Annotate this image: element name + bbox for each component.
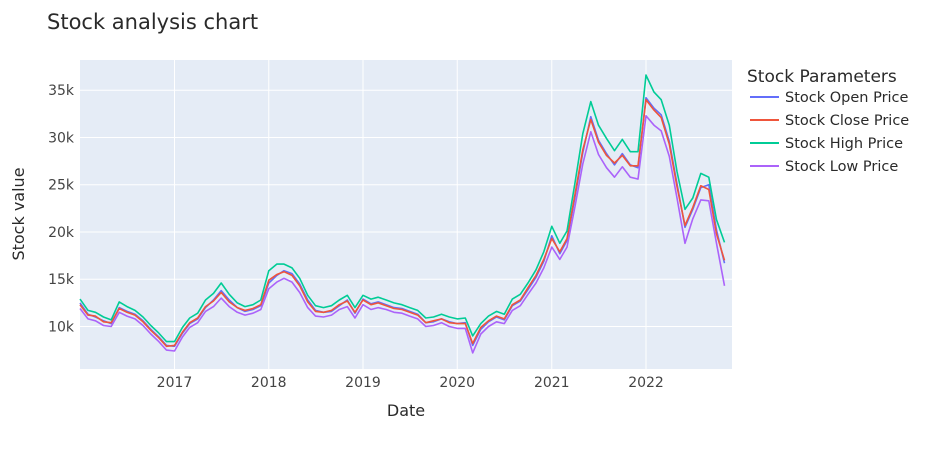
legend-label: Stock Low Price <box>785 159 898 175</box>
legend-item-stock-close-price[interactable]: Stock Close Price <box>750 113 909 129</box>
legend: Stock Parameters Stock Open Price Stock C… <box>747 67 909 175</box>
x-tick-label: 2021 <box>534 375 570 391</box>
x-tick-label: 2020 <box>439 375 475 391</box>
x-tick-label: 2022 <box>628 375 664 391</box>
x-tick-label: 2018 <box>251 375 287 391</box>
legend-label: Stock Close Price <box>785 113 909 129</box>
y-tick-label: 25k <box>48 178 75 194</box>
y-tick-label: 30k <box>48 130 75 146</box>
legend-title: Stock Parameters <box>747 67 897 87</box>
x-tick-label: 2019 <box>345 375 381 391</box>
plot-area[interactable] <box>80 60 732 369</box>
series-line-stock-close-price[interactable] <box>79 98 726 348</box>
x-axis-title: Date <box>387 401 425 420</box>
legend-item-stock-low-price[interactable]: Stock Low Price <box>750 159 898 175</box>
y-tick-label: 15k <box>48 272 75 288</box>
gridlines <box>80 60 732 369</box>
legend-item-stock-high-price[interactable]: Stock High Price <box>750 136 903 152</box>
chart-title: Stock analysis chart <box>47 10 258 34</box>
legend-label: Stock Open Price <box>785 90 909 106</box>
y-tick-label: 10k <box>48 319 75 335</box>
x-axis-ticks: 2017 2018 2019 2020 2021 2022 <box>157 375 664 391</box>
y-tick-label: 35k <box>48 83 75 99</box>
y-axis-title: Stock value <box>9 167 28 260</box>
series-line-stock-high-price[interactable] <box>79 74 726 343</box>
legend-label: Stock High Price <box>785 136 903 152</box>
legend-item-stock-open-price[interactable]: Stock Open Price <box>750 90 909 106</box>
y-axis-ticks: 10k 15k 20k 25k 30k 35k <box>48 83 75 335</box>
x-tick-label: 2017 <box>157 375 193 391</box>
series-lines <box>79 74 726 354</box>
series-line-stock-low-price[interactable] <box>79 115 726 354</box>
y-tick-label: 20k <box>48 225 75 241</box>
